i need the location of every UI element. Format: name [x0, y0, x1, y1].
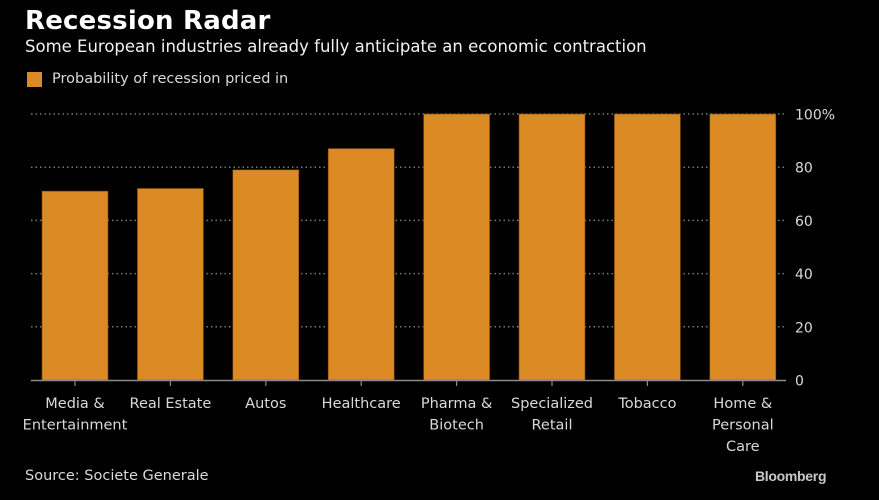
bloomberg-logo: Bloomberg: [755, 468, 827, 484]
legend-swatch: [27, 71, 42, 87]
x-tick-label: Autos: [245, 396, 286, 412]
legend: Probability of recession priced in: [27, 71, 288, 87]
y-tick-label: 60: [795, 214, 813, 230]
x-tick-label: Pharma & Biotech: [421, 396, 492, 434]
bar[interactable]: [423, 113, 490, 381]
y-axis-labels: 0 20 40 60 80 100%: [795, 108, 835, 390]
y-tick-label: 100%: [795, 108, 835, 124]
source-note: Source: Societe Generale: [25, 468, 209, 484]
y-tick-label: 40: [795, 267, 813, 283]
y-tick-label: 0: [795, 374, 804, 390]
x-tick-label: Media & Entertainment: [23, 396, 128, 434]
bar[interactable]: [709, 113, 777, 381]
bar[interactable]: [41, 190, 109, 381]
chart-title: Recession Radar: [25, 6, 271, 36]
bar[interactable]: [232, 169, 300, 381]
bar[interactable]: [518, 113, 586, 381]
x-tick-label: Healthcare: [322, 396, 401, 412]
bar[interactable]: [327, 148, 395, 381]
bar[interactable]: [137, 188, 204, 381]
chart-subtitle: Some European industries already fully a…: [25, 37, 647, 56]
legend-label: Probability of recession priced in: [52, 71, 289, 87]
bar[interactable]: [614, 113, 681, 381]
x-tick-label: Specialized Retail: [511, 396, 593, 434]
y-tick-label: 80: [795, 161, 813, 177]
x-tick-label: Home & Personal Care: [712, 396, 774, 455]
x-tick-label: Real Estate: [130, 396, 212, 412]
bars: [41, 113, 777, 381]
y-tick-label: 20: [795, 320, 813, 336]
x-tick-label: Tobacco: [617, 396, 676, 412]
x-axis: [31, 379, 786, 386]
